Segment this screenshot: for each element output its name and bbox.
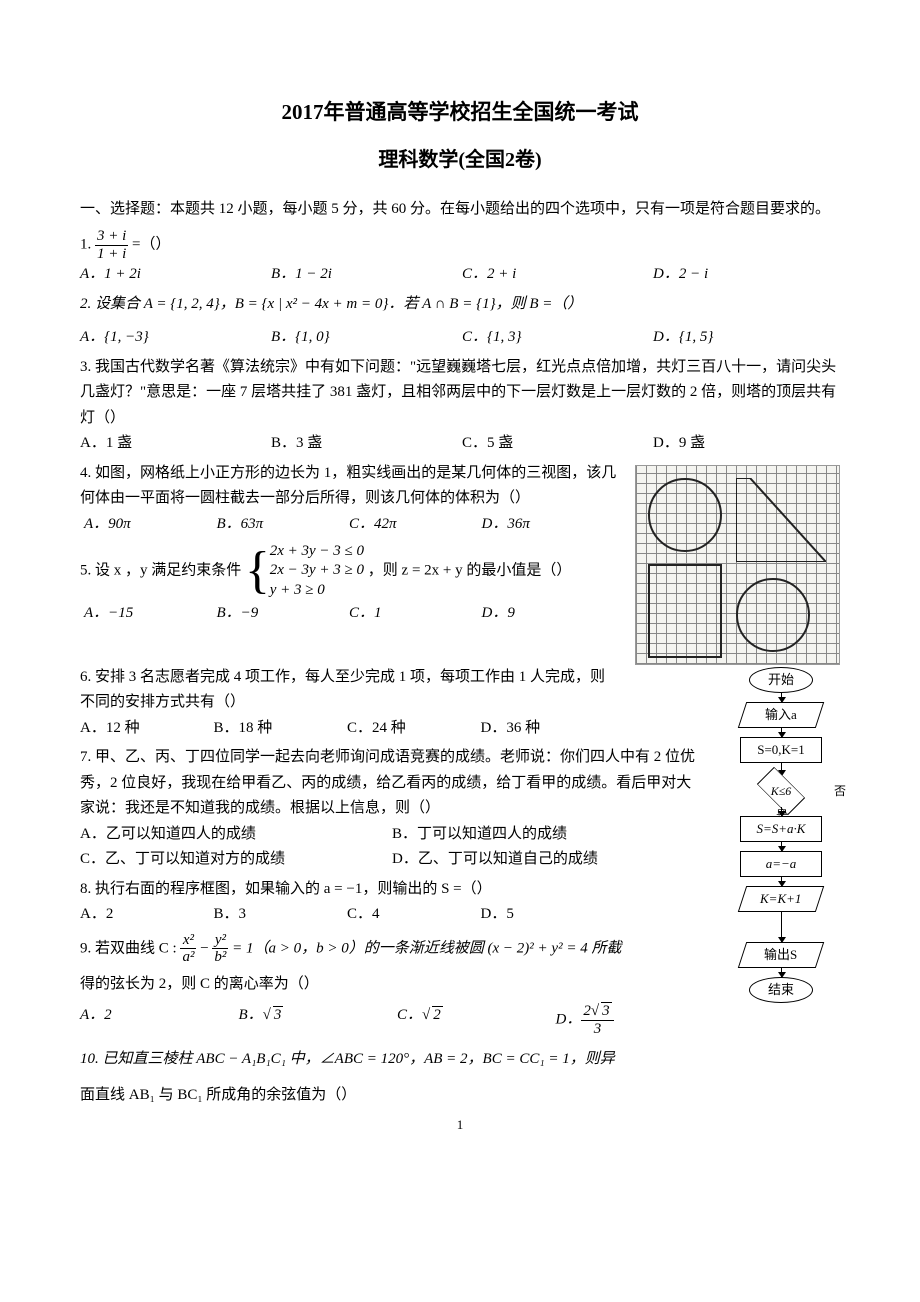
q7-option-b: B．丁可以知道四人的成绩 — [388, 822, 700, 848]
q2-option-a: A．{1, −3} — [76, 325, 267, 351]
fc-step1: S=S+a·K — [740, 816, 822, 842]
q4-option-b: B．63π — [213, 512, 346, 538]
q5-line2: 2x − 3y + 3 ≥ 0 — [270, 562, 364, 578]
q7-option-d: D．乙、丁可以知道自己的成绩 — [388, 847, 700, 873]
q5-option-a: A．−15 — [80, 601, 213, 627]
q2-option-d: D．{1, 5} — [649, 325, 840, 351]
section-intro: 一、选择题：本题共 12 小题，每小题 5 分，共 60 分。在每小题给出的四个… — [80, 197, 840, 223]
q9-option-d: D．2√33 — [552, 1003, 711, 1037]
q9-option-c: C．√2 — [393, 1003, 552, 1037]
q3-option-c: C．5 盏 — [458, 431, 649, 457]
flowchart-figure: 开始 输入a S=0,K=1 K≤6 否 是 S=S+a·K a=−a K=K+… — [722, 667, 840, 1004]
q1-option-c: C．2 + i — [458, 262, 649, 288]
q9-mid: = 1（a > 0，b > 0）的一条渐近线被圆 (x − 2)² + y² =… — [228, 940, 621, 956]
q9-f2den: b² — [212, 949, 228, 966]
q4-option-c: C．42π — [345, 512, 478, 538]
page-number: 1 — [0, 1114, 920, 1136]
q9-f1num: x² — [180, 932, 196, 950]
question-3: 3. 我国古代数学名著《算法统宗》中有如下问题："远望巍巍塔七层，红光点点倍加增… — [80, 355, 840, 457]
fc-input: 输入a — [738, 702, 824, 728]
q4-option-d: D．36π — [478, 512, 611, 538]
fc-start: 开始 — [749, 667, 813, 693]
q8-text: 8. 执行右面的程序框图，如果输入的 a = −1，则输出的 S =（） — [80, 881, 492, 897]
q5-line3: y + 3 ≥ 0 — [270, 582, 325, 598]
q2-text: 2. 设集合 A = {1, 2, 4}，B = {x | x² − 4x + … — [80, 296, 582, 312]
q6-option-a: A．12 种 — [76, 716, 210, 742]
question-4: 4. 如图，网格纸上小正方形的边长为 1，粗实线画出的是某几何体的三视图，该几何… — [80, 461, 840, 538]
q4-option-a: A．90π — [80, 512, 213, 538]
q1-option-b: B．1 − 2i — [267, 262, 458, 288]
sub-title: 理科数学(全国2卷) — [80, 143, 840, 177]
q1-option-d: D．2 − i — [649, 262, 840, 288]
q6-option-c: C．24 种 — [343, 716, 477, 742]
fc-end: 结束 — [749, 977, 813, 1003]
question-8: 8. 执行右面的程序框图，如果输入的 a = −1，则输出的 S =（） A．2… — [80, 877, 610, 928]
q8-option-a: A．2 — [76, 902, 210, 928]
fc-step2: a=−a — [740, 851, 822, 877]
q9-option-a: A．2 — [76, 1003, 235, 1037]
fc-step3: K=K+1 — [738, 886, 824, 912]
fc-init: S=0,K=1 — [740, 737, 822, 763]
q5-option-b: B．−9 — [213, 601, 346, 627]
q9-option-b: B．√3 — [235, 1003, 394, 1037]
q3-text: 3. 我国古代数学名著《算法统宗》中有如下问题："远望巍巍塔七层，红光点点倍加增… — [80, 359, 836, 426]
q1-prefix: 1. — [80, 237, 95, 253]
q7-option-a: A．乙可以知道四人的成绩 — [76, 822, 388, 848]
q7-option-c: C．乙、丁可以知道对方的成绩 — [76, 847, 388, 873]
q10-line2: 面直线 AB₁ 与 BC₁ 所成角的余弦值为（） — [80, 1087, 356, 1103]
q9-f1den: a² — [180, 949, 196, 966]
question-10: 10. 已知直三棱柱 ABC − A₁B₁C₁ 中，∠ABC = 120°，AB… — [80, 1041, 840, 1108]
q1-num: 3 + i — [95, 228, 128, 246]
q4-text: 4. 如图，网格纸上小正方形的边长为 1，粗实线画出的是某几何体的三视图，该几何… — [80, 465, 616, 507]
q2-option-c: C．{1, 3} — [458, 325, 649, 351]
q3-option-d: D．9 盏 — [649, 431, 840, 457]
q9-line2: 得的弦长为 2，则 C 的离心率为（） — [80, 976, 319, 992]
q1-option-a: A．1 + 2i — [76, 262, 267, 288]
q5-suffix: ，则 z = 2x + y 的最小值是（） — [368, 563, 572, 579]
q1-den: 1 + i — [95, 246, 128, 263]
q8-option-b: B．3 — [210, 902, 344, 928]
question-7: 7. 甲、乙、丙、丁四位同学一起去向老师询问成语竞赛的成绩。老师说：你们四人中有… — [80, 745, 700, 873]
q8-option-d: D．5 — [477, 902, 611, 928]
q5-prefix: 5. 设 x ，y 满足约束条件 — [80, 563, 241, 579]
question-9: 9. 若双曲线 C : x²a² − y²b² = 1（a > 0，b > 0）… — [80, 932, 710, 1038]
question-2: 2. 设集合 A = {1, 2, 4}，B = {x | x² − 4x + … — [80, 292, 840, 351]
q6-option-b: B．18 种 — [210, 716, 344, 742]
fc-no-label: 否 — [834, 781, 846, 801]
main-title: 2017年普通高等学校招生全国统一考试 — [80, 95, 840, 131]
q9-prefix: 9. 若双曲线 C : — [80, 940, 180, 956]
q2-option-b: B．{1, 0} — [267, 325, 458, 351]
q1-suffix: =（） — [128, 237, 170, 253]
question-6: 6. 安排 3 名志愿者完成 4 项工作，每人至少完成 1 项，每项工作由 1 … — [80, 665, 610, 742]
q5-line1: 2x + 3y − 3 ≤ 0 — [270, 543, 364, 559]
q6-text: 6. 安排 3 名志愿者完成 4 项工作，每人至少完成 1 项，每项工作由 1 … — [80, 669, 605, 711]
q3-option-a: A．1 盏 — [76, 431, 267, 457]
q8-option-c: C．4 — [343, 902, 477, 928]
fc-output: 输出S — [738, 942, 824, 968]
q6-option-d: D．36 种 — [477, 716, 611, 742]
question-5: 5. 设 x ，y 满足约束条件 { 2x + 3y − 3 ≤ 0 2x − … — [80, 541, 840, 627]
question-1: 1. 3 + i1 + i =（） A．1 + 2i B．1 − 2i C．2 … — [80, 228, 840, 288]
q7-text: 7. 甲、乙、丙、丁四位同学一起去向老师询问成语竞赛的成绩。老师说：你们四人中有… — [80, 749, 695, 816]
fc-condition: K≤6 否 — [736, 775, 826, 807]
q9-f2num: y² — [212, 932, 228, 950]
q3-option-b: B．3 盏 — [267, 431, 458, 457]
q9-minus: − — [196, 940, 212, 956]
q5-option-c: C．1 — [345, 601, 478, 627]
q5-option-d: D．9 — [478, 601, 611, 627]
q10-text: 10. 已知直三棱柱 ABC − A₁B₁C₁ 中，∠ABC = 120°，AB… — [80, 1051, 615, 1067]
